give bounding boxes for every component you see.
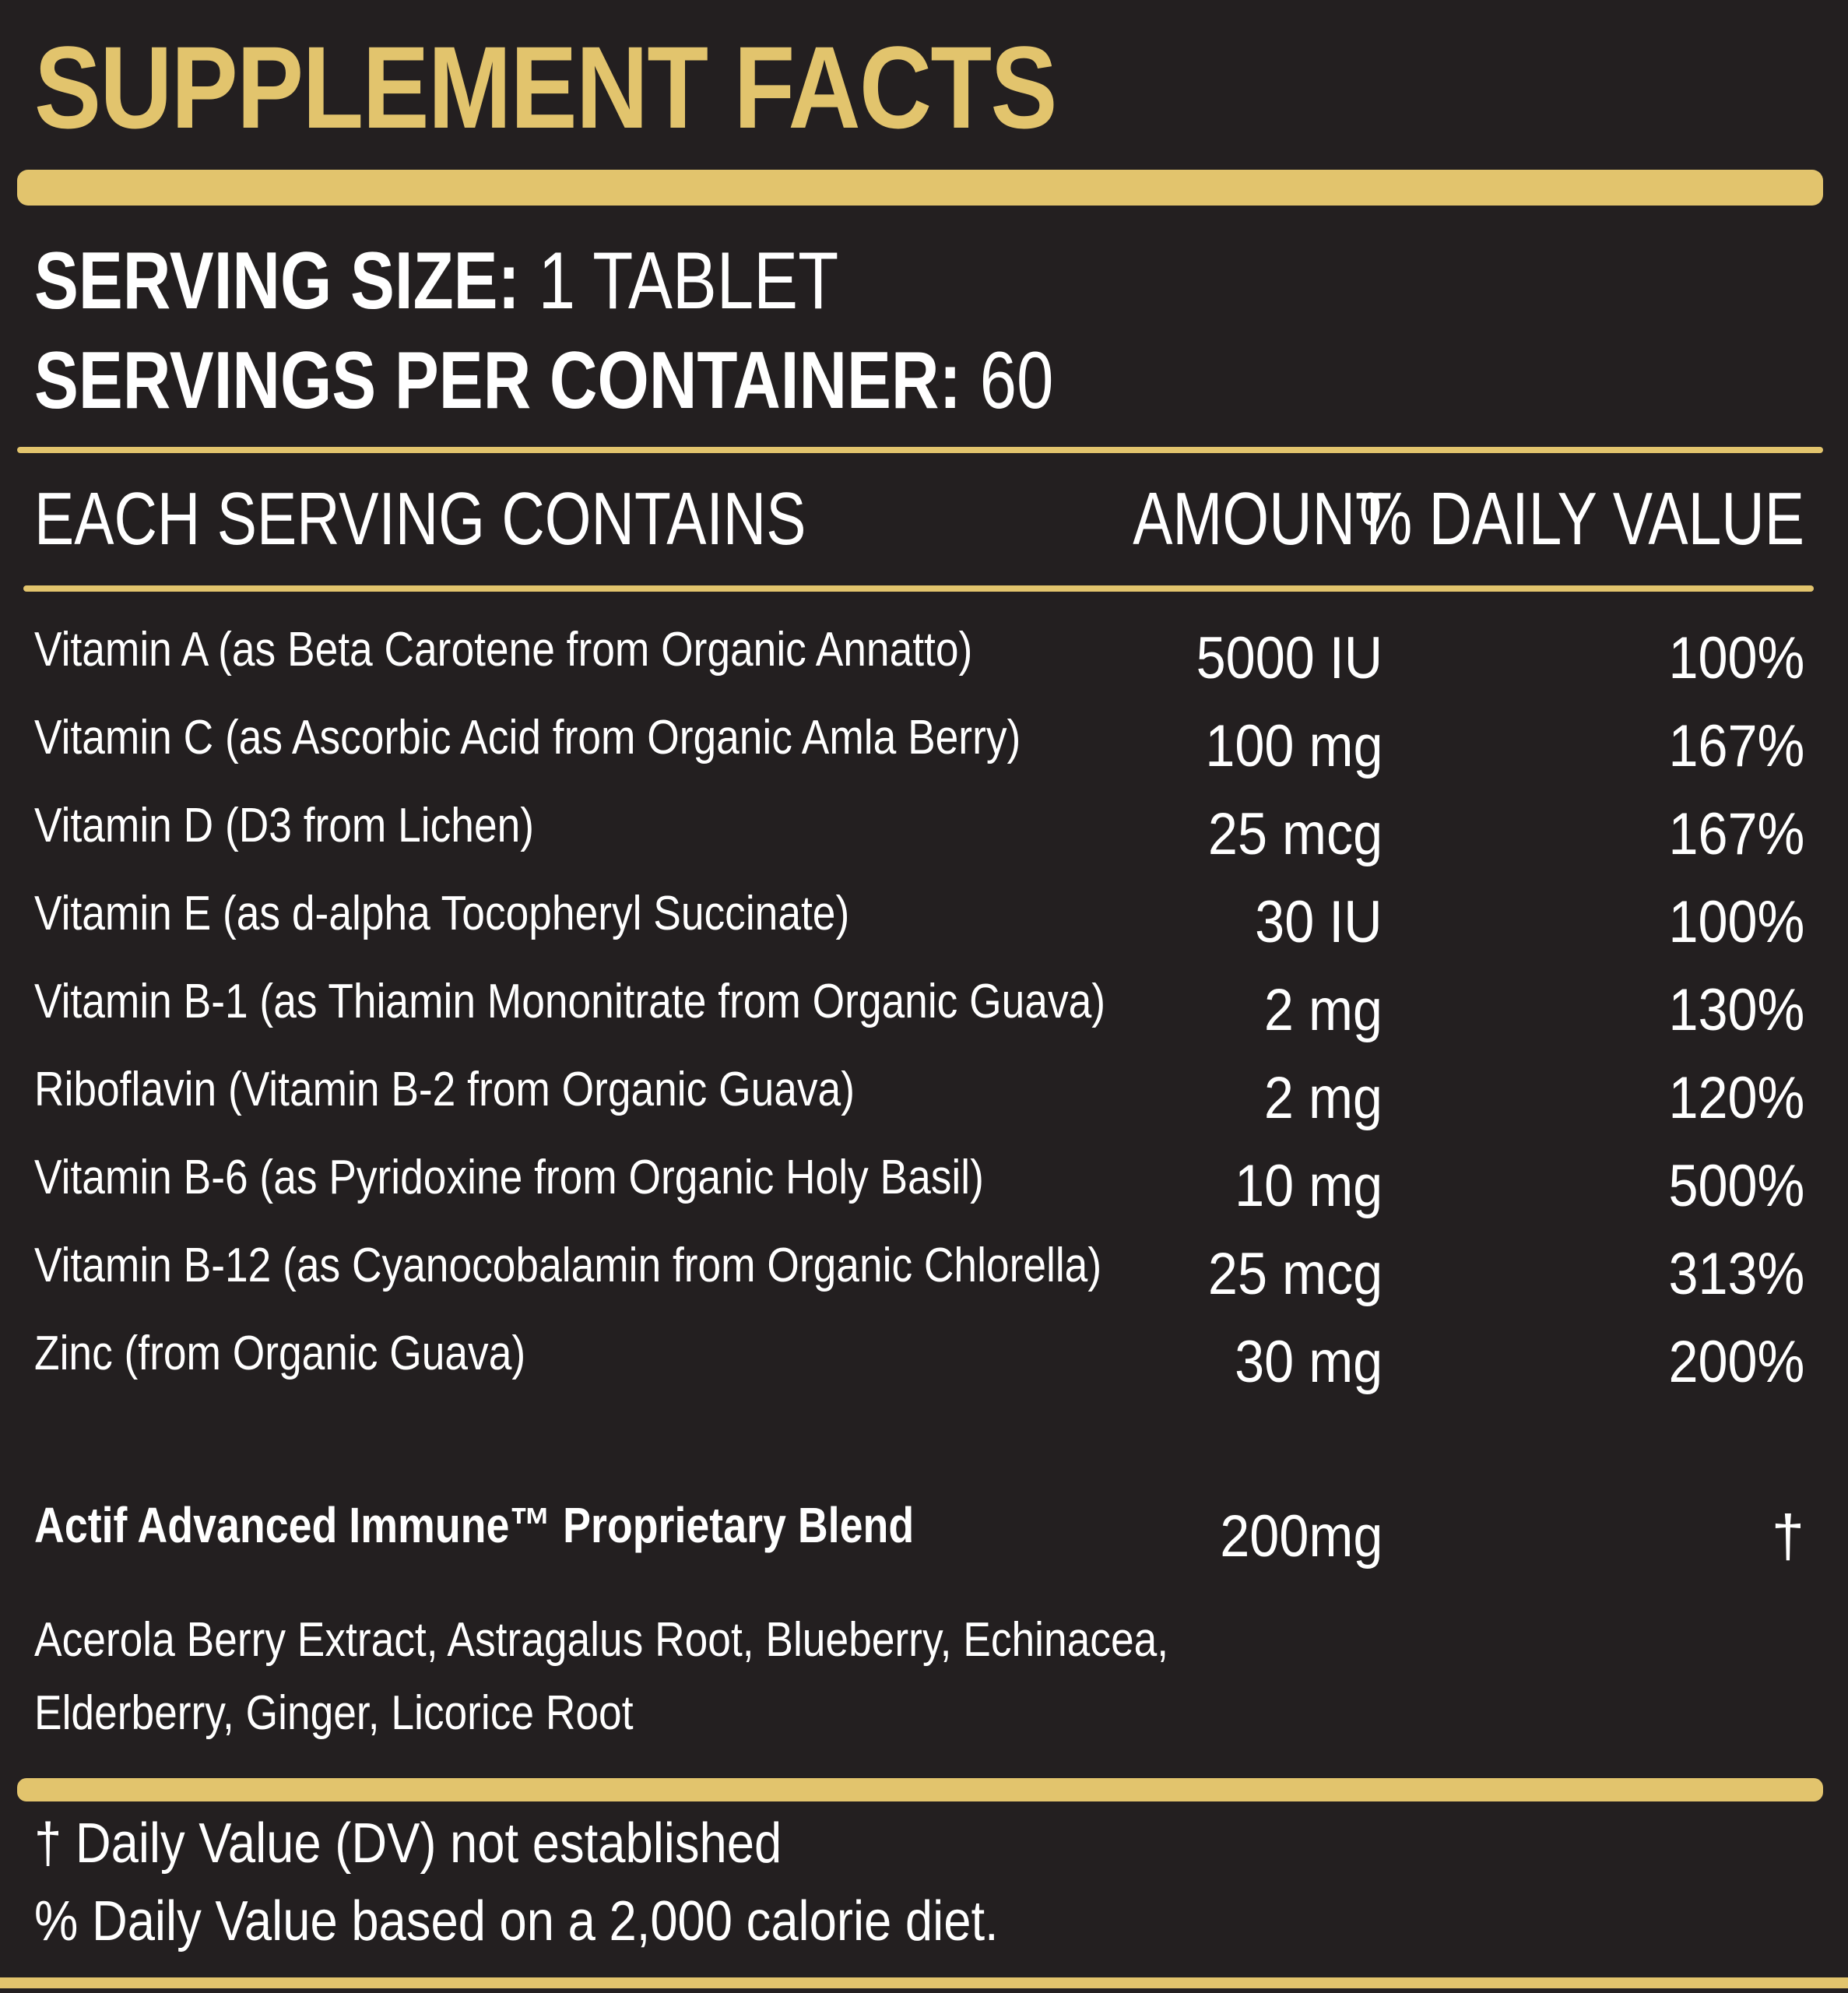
nutrient-daily-value: 120%	[1668, 1065, 1804, 1131]
nutrient-name: Vitamin B-12 (as Cyanocobalamin from Org…	[34, 1239, 1102, 1292]
nutrient-row: Vitamin E (as d-alpha Tocopheryl Succina…	[0, 873, 1848, 961]
ingredients-line-2: Elderberry, Ginger, Licorice Root	[34, 1686, 634, 1740]
serving-size-value: 1 TABLET	[538, 236, 839, 326]
nutrient-amount: 100 mg	[1204, 713, 1382, 779]
nutrient-name: Vitamin D (D3 from Lichen)	[34, 799, 535, 852]
servings-per-container-line: SERVINGS PER CONTAINER: 60	[34, 330, 1053, 431]
nutrient-name: Vitamin E (as d-alpha Tocopheryl Succina…	[34, 887, 850, 940]
nutrient-name: Vitamin B-1 (as Thiamin Mononitrate from…	[34, 975, 1106, 1028]
nutrient-daily-value: 167%	[1668, 713, 1804, 779]
nutrient-row: Zinc (from Organic Guava) 30 mg 200%	[0, 1313, 1848, 1401]
nutrient-name: Vitamin C (as Ascorbic Acid from Organic…	[34, 711, 1021, 765]
nutrient-row: Vitamin D (D3 from Lichen) 25 mcg 167%	[0, 785, 1848, 873]
footnote-dv-not-established: † Daily Value (DV) not established	[34, 1812, 782, 1875]
serving-size-line: SERVING SIZE: 1 TABLET	[34, 230, 838, 332]
nutrient-row: Vitamin B-12 (as Cyanocobalamin from Org…	[0, 1225, 1848, 1313]
divider-thin-1	[17, 447, 1823, 453]
servings-per-container-label: SERVINGS PER CONTAINER:	[34, 336, 961, 426]
nutrient-amount: 2 mg	[1263, 977, 1382, 1043]
nutrient-amount: 2 mg	[1263, 1065, 1382, 1131]
nutrient-row: Vitamin A (as Beta Carotene from Organic…	[0, 609, 1848, 697]
ingredients-line-1: Acerola Berry Extract, Astragalus Root, …	[34, 1613, 1169, 1667]
nutrient-daily-value: 167%	[1668, 801, 1804, 867]
nutrient-daily-value: 500%	[1668, 1153, 1804, 1219]
nutrient-row: Riboflavin (Vitamin B-2 from Organic Gua…	[0, 1049, 1848, 1137]
nutrient-name: Vitamin A (as Beta Carotene from Organic…	[34, 623, 973, 677]
nutrient-daily-value: 313%	[1668, 1241, 1804, 1307]
serving-size-label: SERVING SIZE:	[34, 236, 520, 326]
proprietary-blend-amount: 200mg	[1219, 1503, 1382, 1569]
nutrient-daily-value: 100%	[1668, 889, 1804, 955]
nutrient-amount: 10 mg	[1234, 1153, 1382, 1219]
nutrient-daily-value: 200%	[1668, 1329, 1804, 1395]
nutrient-row: Vitamin C (as Ascorbic Acid from Organic…	[0, 697, 1848, 785]
divider-bottom-edge	[0, 1977, 1848, 1988]
nutrient-amount: 5000 IU	[1196, 625, 1382, 691]
proprietary-blend-ingredients: Acerola Berry Extract, Astragalus Root, …	[34, 1604, 1172, 1750]
divider-thick-bottom	[17, 1778, 1823, 1801]
nutrient-amount: 30 mg	[1234, 1329, 1382, 1395]
nutrient-amount: 25 mcg	[1207, 1241, 1382, 1307]
divider-thin-2	[23, 585, 1814, 592]
nutrient-name: Zinc (from Organic Guava)	[34, 1327, 526, 1380]
nutrient-amount: 30 IU	[1255, 889, 1382, 955]
servings-per-container-value: 60	[979, 336, 1054, 426]
nutrient-name: Riboflavin (Vitamin B-2 from Organic Gua…	[34, 1063, 855, 1116]
divider-thick-top	[17, 170, 1823, 206]
nutrient-daily-value: 100%	[1668, 625, 1804, 691]
nutrient-row: Vitamin B-6 (as Pyridoxine from Organic …	[0, 1137, 1848, 1225]
header-amount: AMOUNT	[1133, 477, 1392, 561]
nutrient-name: Vitamin B-6 (as Pyridoxine from Organic …	[34, 1151, 984, 1204]
proprietary-blend-name: Actif Advanced Immune™ Proprietary Blend	[34, 1497, 915, 1553]
footnote-calorie-basis: % Daily Value based on a 2,000 calorie d…	[34, 1890, 999, 1953]
panel-title: SUPPLEMENT FACTS	[34, 22, 1057, 153]
header-each-serving-contains: EACH SERVING CONTAINS	[34, 477, 806, 561]
nutrient-row: Vitamin B-1 (as Thiamin Mononitrate from…	[0, 961, 1848, 1049]
header-daily-value: % DAILY VALUE	[1359, 477, 1804, 561]
proprietary-blend-dagger: †	[1771, 1503, 1804, 1569]
nutrient-amount: 25 mcg	[1207, 801, 1382, 867]
nutrient-daily-value: 130%	[1668, 977, 1804, 1043]
